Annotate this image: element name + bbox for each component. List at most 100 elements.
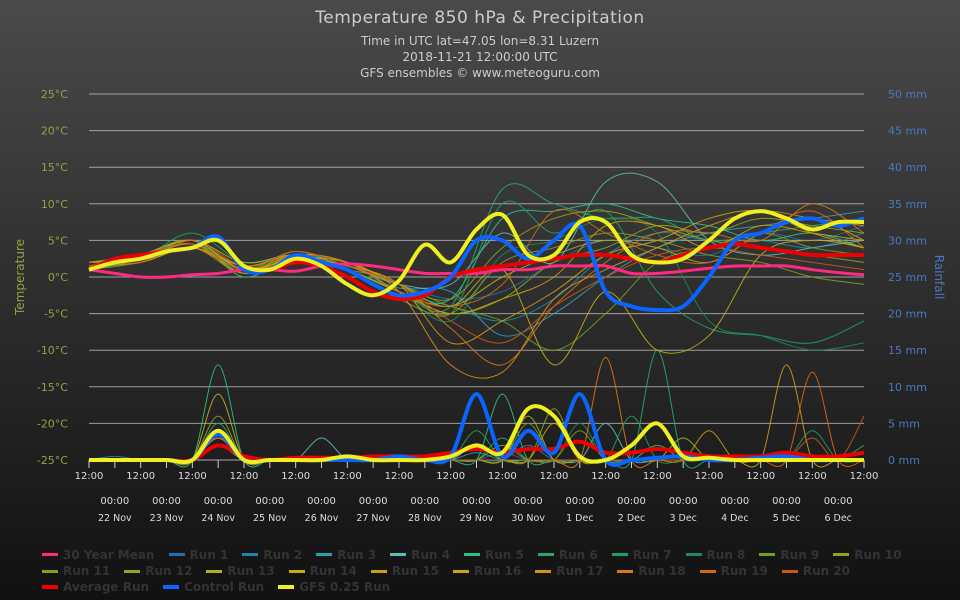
y-tick-left: 0°C <box>48 271 68 284</box>
x-tick-label-noon: 12:00 <box>178 471 207 482</box>
y-tick-left: -25°C <box>37 454 68 467</box>
x-tick-label-noon: 12:00 <box>643 471 672 482</box>
y-tick-right: 15 mm <box>888 344 927 357</box>
x-tick-label-date: 2 Dec <box>618 513 645 524</box>
legend-item-run-12[interactable]: Run 12 <box>124 564 192 578</box>
x-tick-label-date: 28 Nov <box>408 513 442 524</box>
legend-item-run-16[interactable]: Run 16 <box>453 564 521 578</box>
legend-swatch <box>537 553 554 556</box>
legend-label: Run 3 <box>337 547 377 562</box>
legend-label: Run 15 <box>391 564 440 578</box>
legend-item-run-15[interactable]: Run 15 <box>370 564 440 578</box>
y-tick-right: 5 mm <box>888 417 920 430</box>
legend-item-gfs-0-25-run[interactable]: GFS 0.25 Run <box>278 580 390 594</box>
legend-swatch <box>699 569 716 573</box>
x-tick-label-time: 00:00 <box>410 496 439 507</box>
legend-item-run-19[interactable]: Run 19 <box>699 564 768 578</box>
y-tick-left: 20°C <box>41 125 68 138</box>
legend-item-run-7[interactable]: Run 7 <box>611 547 672 562</box>
legend-label: Run 6 <box>558 547 598 562</box>
precip-line-average-run <box>88 439 865 464</box>
legend-item-control-run[interactable]: Control Run <box>163 580 264 594</box>
legend-swatch <box>453 569 470 573</box>
x-tick-label-time: 00:00 <box>669 496 698 507</box>
x-tick-label-time: 00:00 <box>772 496 801 507</box>
legend-item-run-10[interactable]: Run 10 <box>833 548 901 562</box>
legend-swatch <box>390 553 407 556</box>
x-tick-label-time: 00:00 <box>462 496 491 507</box>
legend-item-average-run[interactable]: Average Run <box>42 580 149 594</box>
legend-label: Run 9 <box>780 547 820 562</box>
legend-item-run-13[interactable]: Run 13 <box>206 564 275 578</box>
chart-title: Temperature 850 hPa & Precipitation <box>315 8 645 28</box>
x-tick-label-noon: 12:00 <box>436 471 465 482</box>
legend-label: Average Run <box>63 580 150 594</box>
legend-item-run-3[interactable]: Run 3 <box>316 548 376 562</box>
legend-swatch <box>278 585 295 589</box>
legend-item-run-18[interactable]: Run 18 <box>617 564 686 578</box>
legend-swatch <box>759 553 776 556</box>
legend-item-run-17[interactable]: Run 17 <box>535 564 603 578</box>
legend-label: 30 Year Mean <box>63 547 155 562</box>
x-tick-label-date: 26 Nov <box>305 513 339 524</box>
x-tick-label-time: 00:00 <box>514 496 543 507</box>
y-tick-right: 20 mm <box>888 308 927 321</box>
legend-label: Run 16 <box>474 564 522 578</box>
legend-label: Run 2 <box>263 547 303 562</box>
x-tick-label-noon: 12:00 <box>281 471 310 482</box>
x-tick-label-noon: 12:00 <box>591 471 620 482</box>
legend: 30 Year Mean Run 1 Run 2 Run 3 Run 4 Run 5 Run… <box>42 545 942 594</box>
legend-swatch <box>168 553 185 556</box>
x-tick-label-noon: 12:00 <box>850 471 879 482</box>
legend-item-run-20[interactable]: Run 20 <box>781 564 850 578</box>
x-tick-label-noon: 12:00 <box>488 471 517 482</box>
y-tick-left: -15°C <box>37 381 68 394</box>
legend-swatch <box>42 585 58 589</box>
legend-label: Run 8 <box>706 547 746 562</box>
x-tick-label-time: 00:00 <box>720 496 749 507</box>
temp-line-control-run <box>88 216 865 313</box>
legend-item-run-5[interactable]: Run 5 <box>463 548 524 562</box>
x-tick-label-date: 29 Nov <box>460 513 494 524</box>
x-tick-label-date: 30 Nov <box>511 513 545 524</box>
legend-item-run-2[interactable]: Run 2 <box>242 548 302 562</box>
legend-swatch <box>685 553 702 556</box>
x-tick-label-date: 1 Dec <box>566 513 593 524</box>
legend-label: Run 10 <box>854 547 902 562</box>
temp-line-run-19 <box>88 208 865 307</box>
legend-item-run-4[interactable]: Run 4 <box>390 548 450 562</box>
y-tick-left: -20°C <box>37 417 68 430</box>
legend-label: Run 13 <box>227 564 275 578</box>
x-tick-label-time: 00:00 <box>204 496 233 507</box>
legend-swatch <box>242 553 259 556</box>
x-tick-label-time: 00:00 <box>359 496 388 507</box>
x-tick-label-time: 00:00 <box>565 496 594 507</box>
legend-item-30-year-mean[interactable]: 30 Year Mean <box>42 548 155 562</box>
legend-swatch <box>42 553 58 556</box>
legend-swatch <box>535 569 552 573</box>
legend-label: Run 18 <box>638 564 686 578</box>
x-tick-label-date: 22 Nov <box>98 513 132 524</box>
legend-swatch <box>463 553 480 556</box>
x-tick-label-date: 24 Nov <box>201 513 235 524</box>
legend-item-run-1[interactable]: Run 1 <box>168 548 228 562</box>
x-tick-label-time: 00:00 <box>100 496 129 507</box>
x-tick-label-time: 00:00 <box>152 496 181 507</box>
temp-line-run-12 <box>88 210 865 301</box>
legend-swatch <box>370 569 387 573</box>
legend-label: Run 7 <box>632 547 672 562</box>
legend-label: Run 17 <box>556 564 604 578</box>
temp-line-run-20 <box>88 243 865 344</box>
legend-swatch <box>206 569 223 573</box>
legend-label: GFS 0.25 Run <box>299 580 391 594</box>
x-tick-label-noon: 12:00 <box>333 471 362 482</box>
temp-line-run-11 <box>88 232 865 316</box>
legend-item-run-11[interactable]: Run 11 <box>42 564 110 578</box>
legend-item-run-6[interactable]: Run 6 <box>537 547 598 562</box>
x-tick-label-noon: 12:00 <box>695 471 724 482</box>
legend-item-run-14[interactable]: Run 14 <box>288 564 357 578</box>
legend-item-run-9[interactable]: Run 9 <box>759 548 819 562</box>
y-tick-left: 15°C <box>41 161 68 174</box>
legend-item-run-8[interactable]: Run 8 <box>685 547 746 562</box>
